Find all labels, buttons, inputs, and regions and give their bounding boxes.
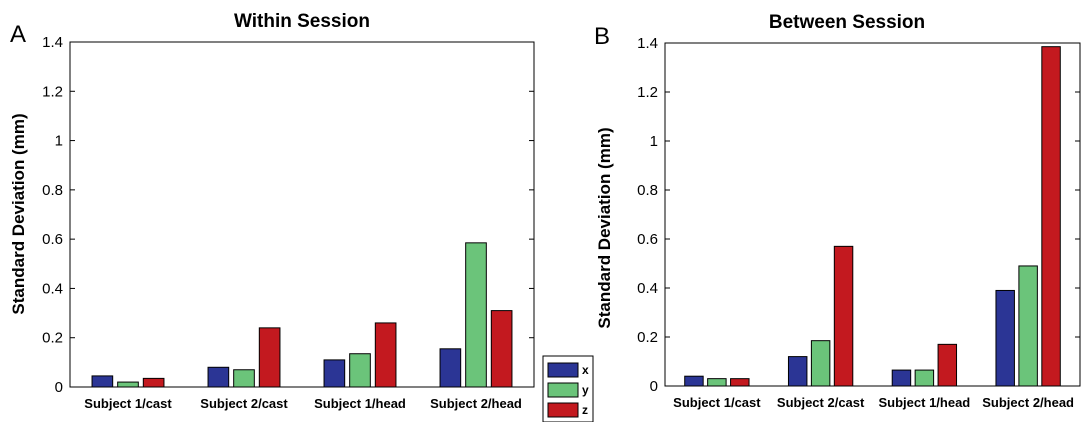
bars-a — [91, 242, 513, 388]
x-tick-labels-a: Subject 1/cast Subject 2/cast Subject 1/he… — [84, 396, 522, 411]
bar-b-z — [730, 378, 750, 387]
y-tick-label-a: 0.2 — [42, 330, 63, 347]
bar-b-y — [914, 369, 935, 387]
bar-a-x — [439, 348, 462, 388]
bar-b-y — [707, 378, 727, 387]
x-tick-labels-b: Subject 1/cast Subject 2/cast Subject 1/he… — [673, 395, 1074, 410]
y-tick-label-b: 0.8 — [637, 182, 658, 199]
x-tick-label-a: Subject 1/head — [314, 396, 406, 411]
bar-b-x — [684, 375, 704, 387]
bar-a-x — [207, 366, 230, 388]
y-tick-label-b: 0.6 — [637, 231, 658, 248]
legend-swatch-x — [547, 362, 579, 378]
x-tick-label-b: Subject 1/head — [879, 395, 971, 410]
y-tick-label-b: 0 — [650, 378, 658, 395]
bar-a-z — [142, 377, 165, 388]
bars-b — [684, 46, 1061, 387]
y-tick-label-a: 1.2 — [42, 83, 63, 100]
x-tick-label-b: Subject 2/cast — [777, 395, 865, 410]
bar-a-z — [490, 310, 513, 388]
y-tick-label-a: 0.4 — [42, 280, 63, 297]
legend-label-y: y — [582, 383, 589, 397]
bar-a-y — [465, 242, 487, 388]
y-ticks-b: 0 0.2 0.4 0.6 0.8 1 1.2 1.4 — [637, 35, 1080, 395]
plot-frame-a — [69, 41, 535, 388]
panel-label-b: B — [594, 23, 610, 50]
legend-label-z: z — [582, 403, 588, 417]
y-tick-label-a: 1.4 — [42, 34, 63, 51]
y-tick-label-b: 1.4 — [637, 35, 658, 52]
chart-title-a: Within Session — [234, 11, 370, 32]
chart-title-b: Between Session — [769, 12, 925, 33]
legend-label-x: x — [582, 363, 589, 377]
legend-swatch-z — [547, 402, 579, 418]
y-tick-label-b: 1 — [650, 133, 658, 150]
x-tick-label-a: Subject 2/head — [430, 396, 522, 411]
legend-swatch-y — [547, 382, 579, 398]
bar-a-y — [117, 381, 139, 388]
y-tick-label-a: 0.8 — [42, 182, 63, 199]
plot-frame-b — [664, 42, 1081, 387]
bar-a-z — [258, 327, 281, 388]
panel-b: B Between Session Standard Deviation (mm… — [594, 12, 1081, 410]
y-axis-label-b: Standard Deviation (mm) — [595, 127, 614, 328]
y-tick-label-a: 1 — [55, 133, 63, 150]
bar-a-z — [374, 322, 397, 388]
bar-a-x — [91, 375, 114, 388]
y-axis-label-a: Standard Deviation (mm) — [9, 113, 28, 314]
bar-b-x — [891, 369, 912, 387]
bar-b-z — [937, 343, 958, 387]
x-tick-label-b: Subject 1/cast — [673, 395, 761, 410]
bar-a-y — [349, 353, 371, 388]
x-tick-label-b: Subject 2/head — [982, 395, 1074, 410]
y-tick-label-b: 0.4 — [637, 280, 658, 297]
x-tick-label-a: Subject 2/cast — [200, 396, 288, 411]
y-tick-label-a: 0.6 — [42, 231, 63, 248]
bar-b-x — [787, 356, 808, 387]
x-tick-label-a: Subject 1/cast — [84, 396, 172, 411]
y-ticks-a: 0 0.2 0.4 0.6 0.8 1 1.2 1.4 — [42, 34, 534, 396]
panel-label-a: A — [10, 21, 26, 48]
panel-a: A Within Session Standard Deviation (mm)… — [9, 11, 535, 411]
y-tick-label-b: 1.2 — [637, 84, 658, 101]
bar-b-z — [833, 245, 854, 387]
bar-b-x — [995, 289, 1015, 387]
bar-b-y — [1018, 265, 1038, 387]
y-tick-label-a: 0 — [55, 379, 63, 396]
y-tick-label-b: 0.2 — [637, 329, 658, 346]
bar-b-z — [1041, 46, 1061, 387]
bar-a-y — [233, 369, 255, 388]
bar-a-x — [323, 359, 346, 388]
legend: xyz — [542, 355, 594, 422]
bar-b-y — [810, 340, 831, 387]
